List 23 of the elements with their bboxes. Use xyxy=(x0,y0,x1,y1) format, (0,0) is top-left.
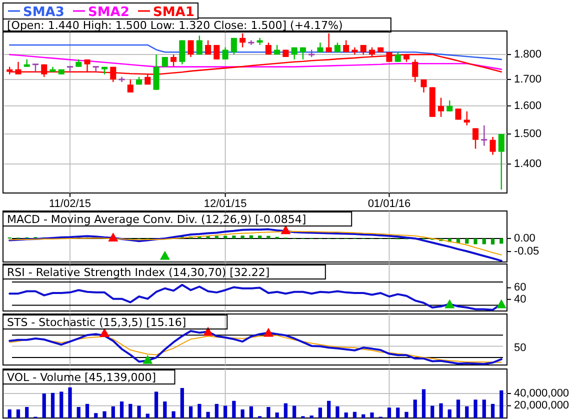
y-tick-label: 1.600 xyxy=(514,100,542,112)
x-tick-label: 01/01/16 xyxy=(368,198,411,210)
chart-title: RSI - Relative Strength Index (14,30,70) [32.22] xyxy=(7,266,270,279)
y-tick-label: 1.800 xyxy=(514,48,542,60)
chart-title: MACD - Moving Average Conv. Div. (12,26,9) [-0.0854] xyxy=(7,213,306,226)
y-tick-label: 1.700 xyxy=(514,73,542,86)
y-tick-label: 0.00 xyxy=(514,232,536,244)
y-tick-label: 40,000,000 xyxy=(514,387,570,400)
y-tick-label: -0.05 xyxy=(514,245,540,258)
y-tick-label: 1.400 xyxy=(514,158,542,170)
x-tick-label: 12/01/15 xyxy=(204,198,247,210)
chart-title: VOL - Volume [45,139,000] xyxy=(7,371,156,384)
legend-label: SMA3 xyxy=(23,5,64,20)
legend-label: SMA2 xyxy=(88,5,130,20)
text: 50 xyxy=(514,342,526,354)
y-tick-label: 40 xyxy=(514,293,526,306)
x-tick-label: 11/02/15 xyxy=(48,198,92,210)
y-tick-label: 20,000,000 xyxy=(514,400,570,412)
legend-label: SMA1 xyxy=(153,5,194,20)
y-tick-label: 1.500 xyxy=(514,128,542,140)
chart-title: STS - Stochastic (15,3,5) [15.16] xyxy=(7,316,186,329)
y-tick-label: 60 xyxy=(514,282,526,294)
chart-title: [Open: 1.440 High: 1.500 Low: 1.320 Close: 1.500] (+4.17%) xyxy=(7,19,343,32)
